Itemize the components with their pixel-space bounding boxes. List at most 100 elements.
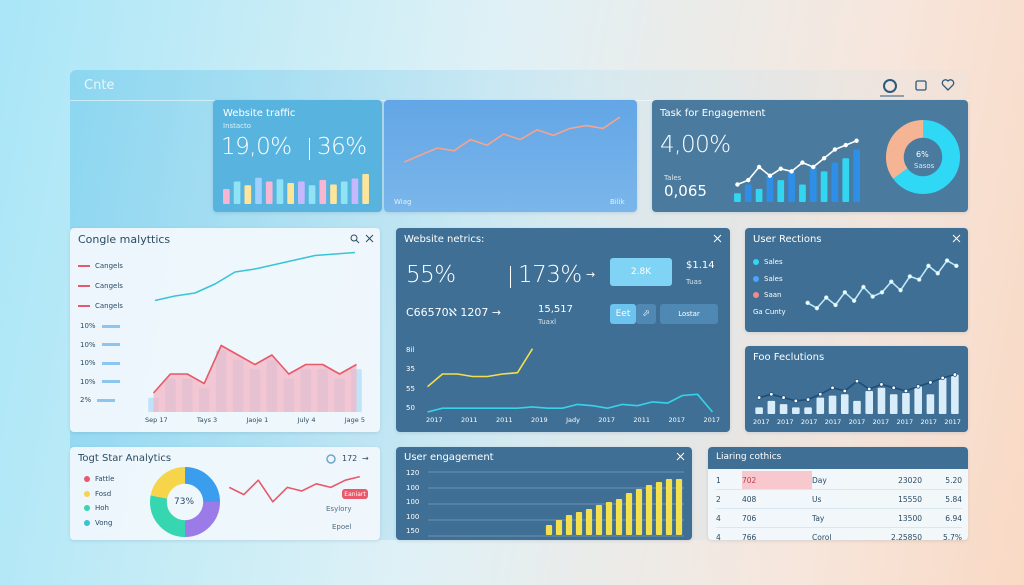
legend-swatch (84, 505, 90, 512)
divider (510, 266, 511, 288)
table-header: Liaring cothics (708, 447, 968, 469)
label: Tales (664, 174, 682, 182)
legend-swatch (78, 285, 90, 287)
x-label: 2017 (426, 416, 443, 424)
marker (926, 263, 931, 269)
x-labels: 2017 2011 2011 2019 Jady 2017 2011 2017 2017 (426, 416, 720, 424)
bar (914, 386, 922, 414)
divider (309, 138, 310, 160)
bar (792, 407, 800, 414)
bar (223, 189, 230, 204)
marker (735, 182, 740, 187)
icon-close[interactable] (952, 234, 961, 243)
marker (944, 258, 950, 263)
table-cell: 5.7% (922, 527, 962, 540)
legend-swatch (753, 292, 759, 299)
table-cell: Day (812, 471, 872, 490)
bar (865, 391, 874, 414)
bar (675, 479, 683, 535)
button[interactable]: Lostar (660, 304, 718, 324)
legend-item: Hoh (84, 504, 114, 512)
bar (840, 394, 849, 414)
button[interactable]: ⬀ (636, 304, 656, 324)
marker (811, 164, 816, 170)
bar (799, 184, 806, 202)
legend-label: Ga Cunty (753, 307, 786, 316)
table-cell: 702 (742, 471, 812, 490)
bar (734, 193, 741, 202)
bar (809, 167, 817, 202)
bar (788, 171, 795, 202)
table-cell: 2.25850 (872, 527, 922, 540)
icon-close[interactable] (713, 234, 722, 243)
area (153, 345, 357, 412)
x-label: 2019 (531, 416, 548, 424)
table-row: 4 706 Tay 13500 6.94 (716, 508, 962, 528)
bar (767, 400, 776, 414)
analytics-panel: Congle malyttics Cangels Cangels Cangels 1… (70, 228, 380, 432)
legend-item: Cangels (78, 282, 123, 290)
reactions-panel: User Rections Sales Sales Saan Ga Cunty (745, 228, 968, 332)
marker (879, 382, 884, 387)
app-title: Cnte (84, 78, 115, 93)
marker (789, 169, 794, 174)
x-label: 2017 (848, 418, 866, 426)
legend-item: Sales (753, 275, 786, 283)
data-table: 1 702 Day 23020 5.20 2 408 Us 15550 5.84 4 706 Tay 13… (716, 471, 962, 540)
stat: 55% (406, 262, 456, 288)
legend-item: Fattle (84, 475, 114, 483)
marker (907, 274, 913, 279)
marker (756, 395, 762, 400)
marker (889, 279, 894, 284)
marker (861, 284, 866, 290)
y-labels: 120 100 100 100 150 (406, 469, 419, 535)
table-cell: 23020 (872, 471, 922, 490)
icon-search-handle (355, 239, 360, 244)
bar (877, 387, 886, 414)
table-cell: 766 (742, 527, 812, 540)
table-body: 1 702 Day 23020 5.20 2 408 Us 15550 5.84 4 706 Tay 13… (716, 471, 962, 540)
icon-close[interactable] (365, 234, 374, 243)
bar (319, 180, 327, 204)
x-label: 2017 (872, 418, 890, 426)
bar (828, 395, 837, 414)
toolbar-icons[interactable] (878, 76, 968, 97)
panel-actions[interactable] (350, 234, 380, 246)
bar (362, 174, 369, 204)
stat-button[interactable]: 2.8K (610, 258, 672, 286)
x-label: 2017 (753, 418, 770, 426)
line (427, 393, 714, 413)
icon-search[interactable] (350, 234, 358, 242)
legend: Fattle Fosd Hoh Vong (84, 475, 114, 527)
marker (854, 138, 859, 143)
donut-chart (149, 466, 221, 538)
table-cell: Tay (812, 508, 872, 528)
marker (805, 300, 810, 306)
marker (824, 295, 829, 300)
x-label: 2017 (668, 416, 685, 424)
donut-chart (885, 119, 961, 195)
icon-refresh[interactable] (326, 454, 336, 464)
icon-settings[interactable] (883, 79, 897, 93)
marker (821, 156, 827, 161)
price-note: Tuas (686, 278, 702, 286)
icon-close[interactable] (676, 452, 685, 461)
combo-chart (734, 138, 860, 202)
legend-label: Saan (764, 291, 782, 300)
marker (935, 271, 940, 276)
note: Bilik (610, 198, 625, 206)
table-row: 4 766 Corol 2.25850 5.7% (716, 527, 962, 540)
button[interactable]: Eet (610, 304, 636, 324)
bar (645, 485, 653, 535)
engagement-panel: Task for Engagement 4,00% Tales 0,065 6%… (652, 100, 968, 212)
icon-lock[interactable] (915, 80, 927, 91)
bar (585, 509, 593, 535)
panel-title: User Rections (753, 234, 822, 245)
bar (777, 180, 785, 202)
tag: Epoel (332, 523, 352, 531)
legend-swatch (78, 265, 90, 267)
legend-label: Vong (95, 518, 113, 527)
icon-heart[interactable] (941, 79, 955, 91)
y-label: 55 (406, 384, 415, 393)
resolutions-panel: Foo Feclutions 2017 2017 2017 2017 2017 2017 2… (745, 346, 968, 432)
